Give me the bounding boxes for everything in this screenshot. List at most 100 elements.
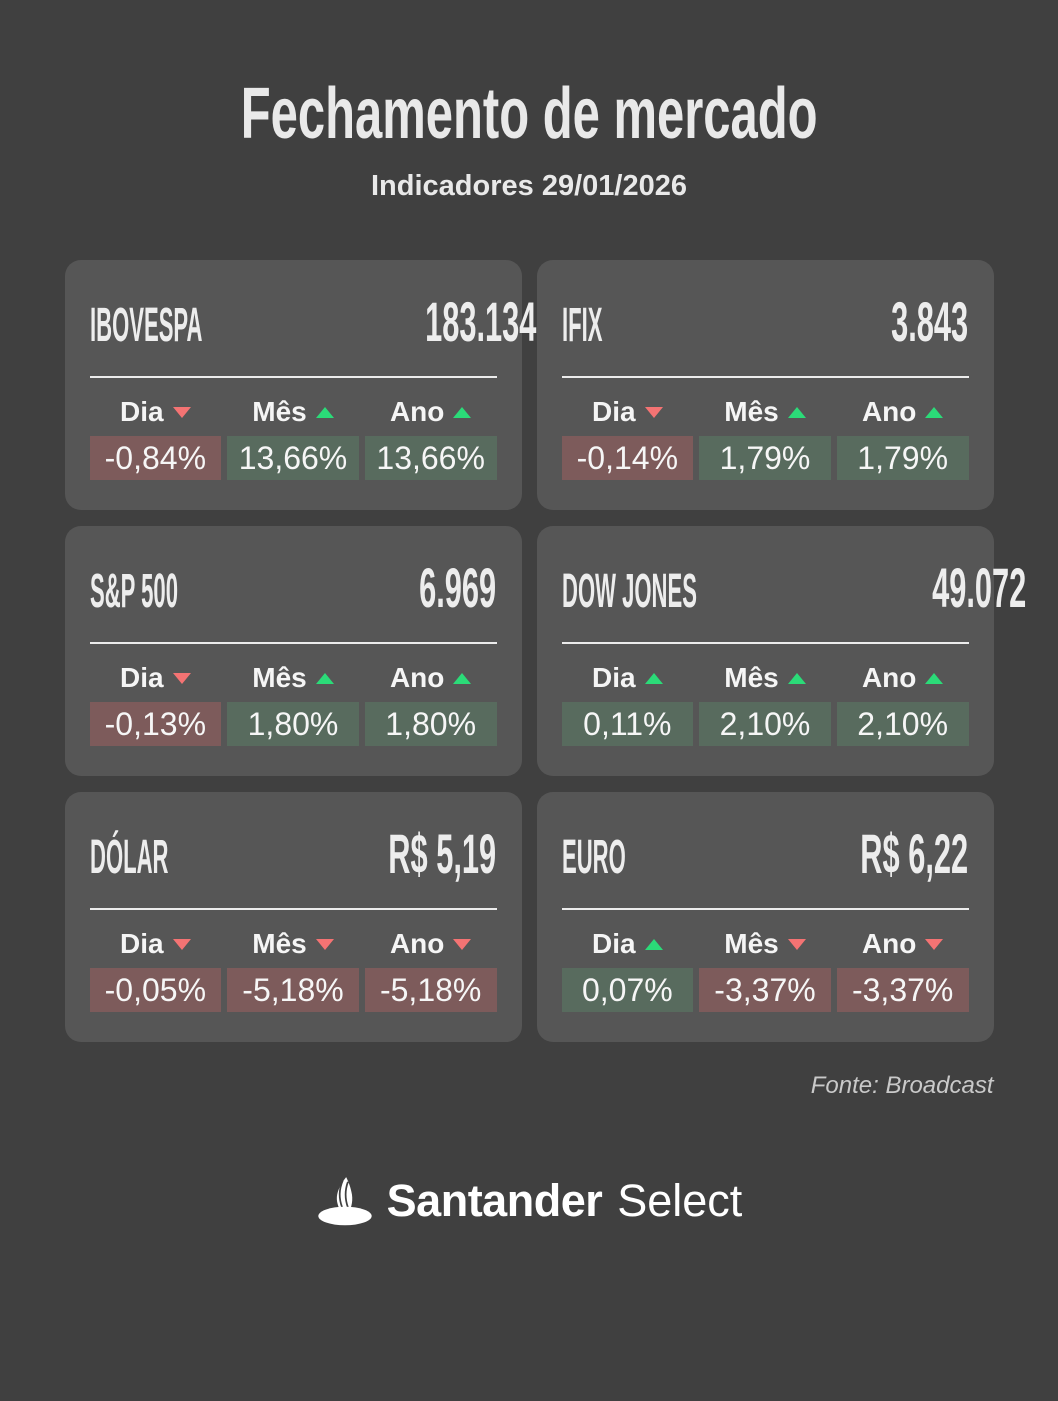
trend-arrow-icon (172, 938, 191, 950)
trend-arrow-icon (453, 406, 472, 418)
indicator-name: DOW JONES (561, 565, 697, 619)
indicator-name: DÓLAR (89, 831, 169, 885)
brand-suffix: Select (617, 1175, 743, 1227)
metric-month: Mês -5,18% (227, 928, 359, 1013)
trend-arrow-icon (315, 406, 334, 418)
metric-label-text: Dia (592, 396, 636, 428)
trend-arrow-icon (315, 672, 334, 684)
trend-arrow-icon (787, 406, 806, 418)
metric-value: 13,66% (227, 436, 359, 481)
trend-arrow-icon (644, 938, 663, 950)
indicator-card-ifix: IFIX 3.843 Dia -0,14% Mês 1,79% Ano 1,79… (536, 260, 994, 511)
metric-day: Dia -0,13% (89, 662, 222, 747)
metric-label: Ano (837, 928, 969, 960)
card-divider (89, 376, 497, 379)
metric-value: -0,13% (89, 702, 222, 747)
metric-label-text: Mês (252, 928, 307, 960)
metric-value: 2,10% (836, 702, 969, 747)
trend-arrow-icon (787, 938, 806, 950)
metrics-row: Dia -0,14% Mês 1,79% Ano 1,79% (561, 396, 969, 481)
metric-label: Dia (562, 662, 694, 694)
card-header: IFIX 3.843 (562, 294, 969, 350)
indicator-card-dolar: DÓLAR R$ 5,19 Dia -0,05% Mês -5,18% Ano … (64, 792, 522, 1043)
trend-arrow-icon (315, 938, 334, 950)
metrics-row: Dia -0,05% Mês -5,18% Ano -5,18% (89, 928, 497, 1013)
metric-label-text: Mês (724, 396, 779, 428)
metric-label-text: Mês (252, 396, 307, 428)
metric-value: 2,10% (699, 702, 831, 747)
metric-day: Dia -0,14% (561, 396, 694, 481)
card-header: DÓLAR R$ 5,19 (90, 826, 497, 882)
trend-arrow-icon (453, 672, 472, 684)
metric-label-text: Mês (252, 662, 307, 694)
indicator-value: 6.969 (419, 556, 497, 620)
card-header: EURO R$ 6,22 (562, 826, 969, 882)
metric-day: Dia 0,07% (561, 928, 694, 1013)
metric-year: Ano 1,80% (364, 662, 497, 747)
metric-label: Mês (699, 662, 831, 694)
indicator-name: IBOVESPA (89, 299, 202, 353)
indicator-card-sp500: S&P 500 6.969 Dia -0,13% Mês 1,80% Ano 1… (64, 526, 522, 777)
card-divider (561, 642, 969, 645)
metric-label: Mês (227, 928, 359, 960)
card-divider (89, 908, 497, 911)
page-title: Fechamento de mercado (0, 78, 1058, 150)
indicator-card-dowjones: DOW JONES 49.072 Dia 0,11% Mês 2,10% Ano… (536, 526, 1026, 777)
metric-day: Dia -0,05% (89, 928, 222, 1013)
indicator-value: 3.843 (891, 290, 969, 354)
metric-month: Mês 13,66% (227, 396, 359, 481)
metric-label: Dia (90, 928, 222, 960)
metric-label-text: Ano (389, 662, 445, 694)
metric-label: Dia (90, 396, 222, 428)
trend-arrow-icon (925, 406, 944, 418)
metric-value: 0,11% (561, 702, 694, 747)
indicator-name: EURO (561, 831, 626, 885)
indicator-name: S&P 500 (89, 565, 178, 619)
indicator-value: R$ 6,22 (860, 822, 969, 886)
metric-month: Mês 1,79% (699, 396, 831, 481)
metric-label: Dia (562, 396, 694, 428)
metrics-row: Dia -0,84% Mês 13,66% Ano 13,66% (89, 396, 497, 481)
trend-arrow-icon (925, 672, 944, 684)
metric-label-text: Ano (861, 396, 917, 428)
metric-value: -5,18% (364, 968, 497, 1013)
metric-label-text: Ano (389, 928, 445, 960)
metric-value: 1,79% (836, 436, 969, 481)
metric-label-text: Dia (120, 928, 164, 960)
metric-year: Ano 2,10% (836, 662, 969, 747)
trend-arrow-icon (644, 406, 663, 418)
indicator-value: 183.134 (425, 290, 537, 354)
metric-label: Ano (837, 662, 969, 694)
metric-label: Dia (90, 662, 222, 694)
page-subtitle: Indicadores 29/01/2026 (371, 170, 687, 202)
indicator-card-euro: EURO R$ 6,22 Dia 0,07% Mês -3,37% Ano -3… (536, 792, 994, 1043)
metrics-row: Dia -0,13% Mês 1,80% Ano 1,80% (89, 662, 497, 747)
metric-day: Dia 0,11% (561, 662, 694, 747)
trend-arrow-icon (925, 938, 944, 950)
card-header: S&P 500 6.969 (90, 560, 497, 616)
metric-value: 1,80% (364, 702, 497, 747)
metric-value: -5,18% (227, 968, 359, 1013)
brand-name: Santander (386, 1175, 603, 1227)
metric-year: Ano -5,18% (364, 928, 497, 1013)
metric-day: Dia -0,84% (89, 396, 222, 481)
metrics-row: Dia 0,07% Mês -3,37% Ano -3,37% (561, 928, 969, 1013)
trend-arrow-icon (172, 672, 191, 684)
metric-label: Mês (699, 928, 831, 960)
metric-label-text: Dia (120, 396, 164, 428)
indicator-card-ibovespa: IBOVESPA 183.134 Dia -0,84% Mês 13,66% A… (64, 260, 536, 511)
trend-arrow-icon (453, 938, 472, 950)
metric-value: -0,84% (89, 436, 222, 481)
metrics-row: Dia 0,11% Mês 2,10% Ano 2,10% (561, 662, 969, 747)
indicator-name: IFIX (561, 299, 602, 353)
card-divider (561, 376, 969, 379)
metric-year: Ano -3,37% (836, 928, 969, 1013)
metric-month: Mês 2,10% (699, 662, 831, 747)
metric-value: 0,07% (561, 968, 694, 1013)
metric-label-text: Dia (592, 928, 636, 960)
brand-logo: Santander Select (0, 1175, 1058, 1227)
metric-label: Ano (365, 396, 497, 428)
metric-label-text: Dia (120, 662, 164, 694)
metric-label: Ano (365, 928, 497, 960)
metric-label-text: Ano (861, 928, 917, 960)
